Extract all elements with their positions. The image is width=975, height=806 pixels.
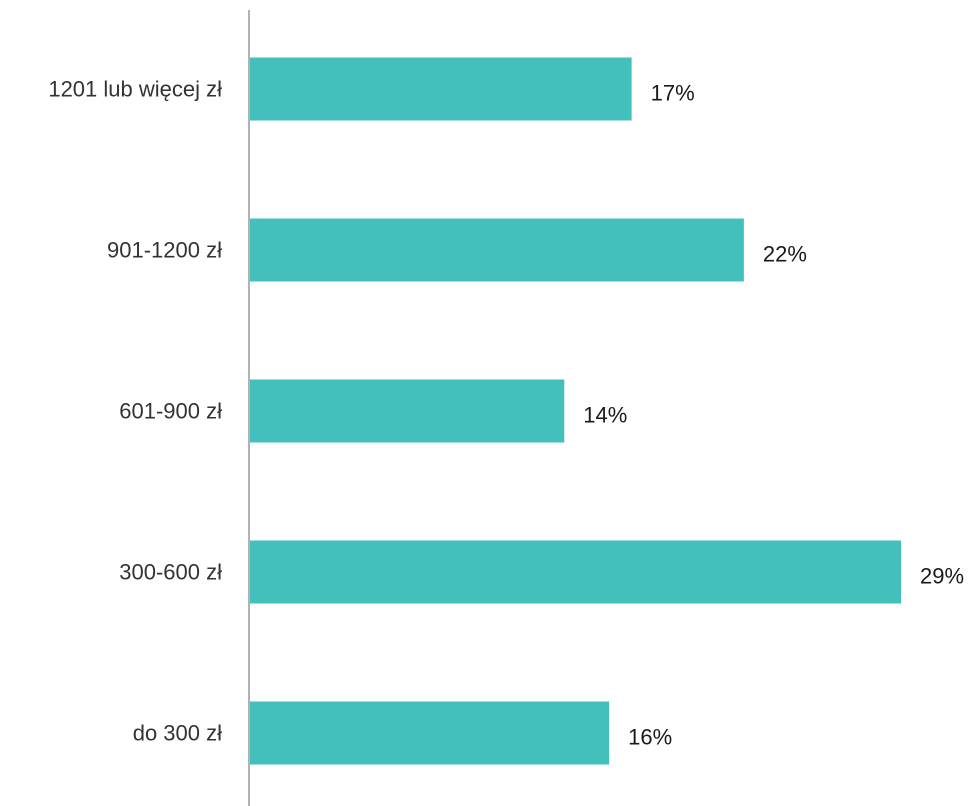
category-labels-group: 1201 lub więcej zł 901-1200 zł 601-900 zł 3… [48,77,222,746]
bar-3 [250,540,901,604]
category-label-1: 901-1200 zł [107,238,222,263]
value-label-2: 14% [583,403,627,428]
bar-2 [250,379,565,443]
value-labels-group: 17% 22% 14% 29% 16% [583,81,964,750]
value-label-4: 16% [628,725,672,750]
category-label-2: 601-900 zł [119,399,222,424]
value-label-3: 29% [920,564,964,589]
category-label-3: 300-600 zł [119,560,222,585]
bars-group [250,57,901,765]
bar-0 [250,57,632,121]
category-label-4: do 300 zł [133,721,222,746]
value-label-0: 17% [651,81,695,106]
bar-4 [250,701,610,765]
bar-1 [250,218,744,282]
category-label-0: 1201 lub więcej zł [48,77,222,102]
value-label-1: 22% [763,242,807,267]
